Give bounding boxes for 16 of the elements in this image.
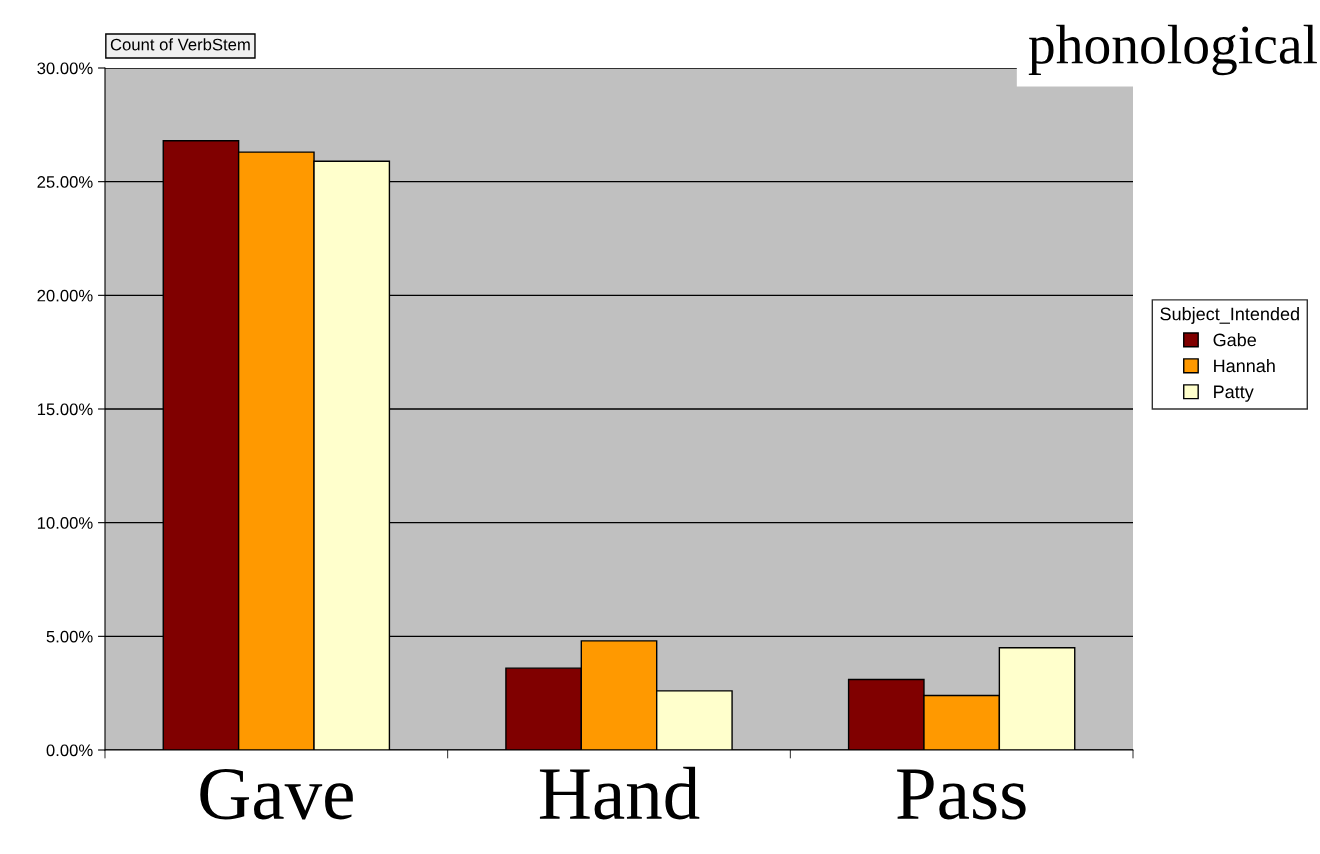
legend-title: Subject_Intended	[1160, 307, 1299, 324]
y-tick-label: 25.00%	[37, 176, 93, 188]
x-tick-label: Hand	[539, 766, 700, 820]
y-tick-label: 5.00%	[46, 630, 93, 643]
x-tick-label: Pass	[897, 769, 1026, 820]
y-tick-label: 20.00%	[37, 289, 93, 302]
legend-label: Patty	[1214, 385, 1254, 402]
legend-label: Hannah	[1214, 359, 1275, 373]
x-tick-label: Gave	[200, 769, 353, 820]
text: Count of VerbStem	[110, 38, 250, 51]
legend-label: Gabe	[1213, 333, 1256, 347]
y-tick-label: 10.00%	[37, 517, 93, 529]
y-tick-label: 0.00%	[46, 744, 93, 757]
y-tick-label: 15.00%	[37, 403, 93, 416]
annotation: phonological	[1028, 24, 1317, 76]
y-tick-label: 30.00%	[37, 62, 93, 75]
